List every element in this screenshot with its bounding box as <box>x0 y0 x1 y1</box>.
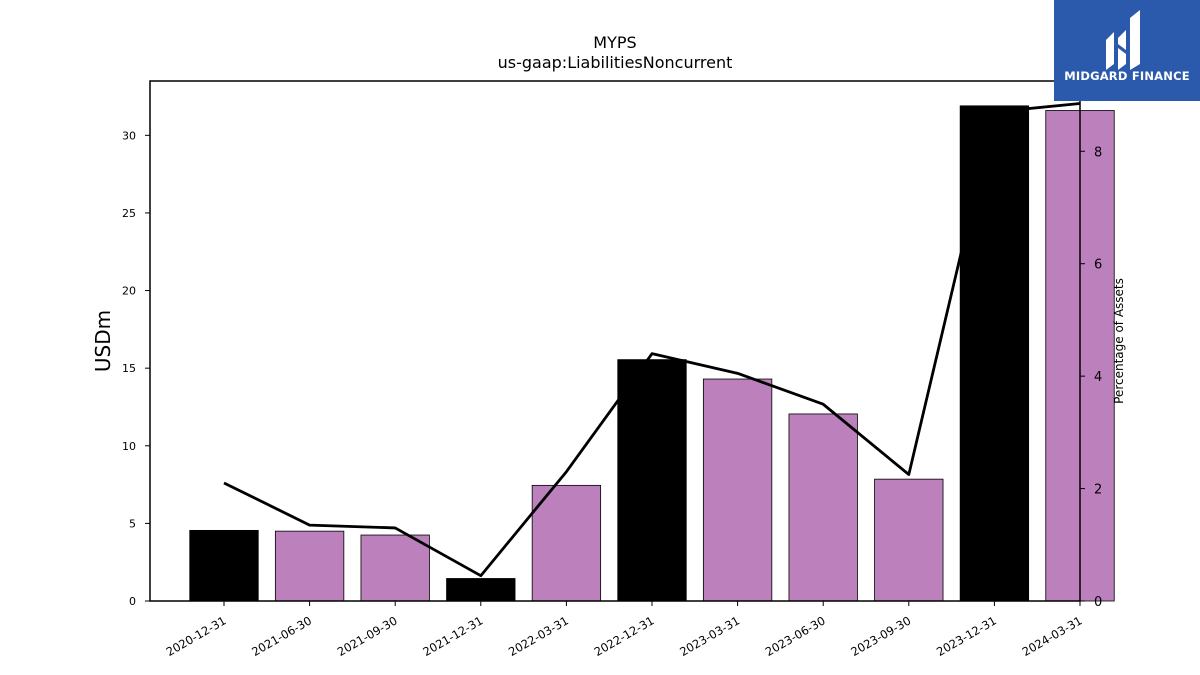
x-tick-label: 2023-09-30 <box>848 613 913 659</box>
x-tick-label: 2021-06-30 <box>249 613 314 659</box>
x-axis-ticks: 2020-12-31 2021-06-30 2021-09-30 2021-12-31… <box>164 601 1085 659</box>
logo-text: MIDGARD FINANCE <box>1064 69 1190 83</box>
chart-subtitle: us-gaap:LiabilitiesNoncurrent <box>498 53 733 72</box>
bar-2023-12-31 <box>959 105 1030 602</box>
bar-2020-12-31 <box>189 529 259 602</box>
bar-2022-12-31 <box>617 359 687 602</box>
y2-tick-label: 6 <box>1094 258 1102 273</box>
x-tick-label: 2023-12-31 <box>934 613 999 659</box>
x-tick-label: 2024-03-31 <box>1020 613 1085 659</box>
y2-tick-label: 0 <box>1094 595 1102 610</box>
x-tick-label: 2020-12-31 <box>164 613 229 659</box>
bar-2021-12-31 <box>446 578 516 602</box>
plot-frame <box>149 80 1081 602</box>
y2-tick-label: 8 <box>1094 145 1102 160</box>
percentage-line <box>223 102 1081 578</box>
x-tick-label: 2022-12-31 <box>592 613 657 659</box>
x-tick-label: 2022-03-31 <box>506 613 571 659</box>
y2-tick-label: 4 <box>1094 370 1102 385</box>
chart-title: MYPS <box>593 33 636 52</box>
bar-2021-09-30 <box>360 534 430 602</box>
y-tick-label: 15 <box>122 362 136 375</box>
bar-2021-06-30 <box>274 530 345 602</box>
bar-2023-09-30 <box>874 478 944 602</box>
y-tick-label: 10 <box>122 440 136 453</box>
y-tick-label: 25 <box>122 207 136 220</box>
brand-logo: MIDGARD FINANCE <box>1054 0 1200 101</box>
y2-axis-label: Percentage of Assets <box>1112 278 1126 404</box>
bars-layer <box>189 105 1115 602</box>
bar-2022-03-31 <box>531 484 602 602</box>
y-tick-label: 0 <box>129 595 136 608</box>
x-tick-label: 2023-06-30 <box>763 613 828 659</box>
bar-2023-06-30 <box>788 413 858 602</box>
y-axis-label: USDm <box>91 310 115 372</box>
y2-tick-label: 2 <box>1094 483 1102 498</box>
line-layer <box>223 102 1081 578</box>
bar-2023-03-31 <box>702 378 773 602</box>
right-axis-ticks: 0 2 4 6 8 <box>1080 145 1102 610</box>
y-tick-label: 5 <box>129 517 136 530</box>
x-tick-label: 2021-12-31 <box>420 613 485 659</box>
left-axis-ticks: 0 5 10 15 20 25 30 <box>122 129 150 608</box>
x-tick-label: 2021-09-30 <box>335 613 400 659</box>
y-tick-label: 20 <box>122 285 136 298</box>
x-tick-label: 2023-03-31 <box>677 613 742 659</box>
logo-mark-icon <box>1106 10 1140 70</box>
y-tick-label: 30 <box>122 129 136 142</box>
